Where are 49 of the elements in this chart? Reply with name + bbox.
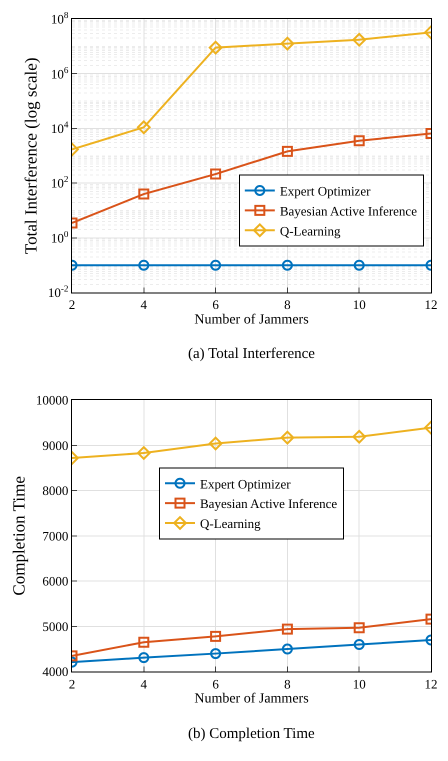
y-tick-label: 8000 xyxy=(42,483,68,498)
x-tick-label: 6 xyxy=(212,676,220,692)
point xyxy=(210,630,222,642)
legend-label: Bayesian Active Inference xyxy=(200,496,338,512)
point xyxy=(210,260,222,271)
y-tick-label: 10000 xyxy=(36,392,68,408)
y-axis-title: Completion Time xyxy=(9,476,28,596)
point xyxy=(282,260,293,271)
y-tick-label: 7000 xyxy=(42,528,68,544)
y-tick-label: 10$^{0}$ xyxy=(50,228,69,246)
legend-label: Q-Learning xyxy=(200,516,262,532)
point xyxy=(280,430,294,444)
y-tick-label: 6000 xyxy=(42,574,68,589)
x-tick-label: 8 xyxy=(284,676,291,692)
x-axis-title: Number of Jammers xyxy=(194,692,309,707)
x-tick-label: 12 xyxy=(424,297,438,312)
point xyxy=(280,36,294,50)
x-tick-label: 10 xyxy=(352,676,366,692)
x-tick-label: 6 xyxy=(212,297,220,312)
legend-label: Expert Optimizer xyxy=(280,184,372,199)
x-tick-label: 4 xyxy=(140,297,148,312)
y-tick-label: 5000 xyxy=(42,618,68,634)
point xyxy=(208,40,222,54)
x-axis-title: Number of Jammers xyxy=(194,312,309,328)
point xyxy=(208,436,222,450)
point xyxy=(282,644,293,655)
x-tick-label: 10 xyxy=(352,297,366,312)
legend-label: Q-Learning xyxy=(280,223,341,238)
y-tick-label: 10$^{6}$ xyxy=(50,64,69,82)
y-tick-label: 4000 xyxy=(42,664,68,680)
x-tick-label: 8 xyxy=(284,297,291,312)
y-tick-label: 10$^{-2}$ xyxy=(48,284,69,300)
point xyxy=(210,168,222,180)
x-tick-label: 12 xyxy=(424,676,438,692)
point xyxy=(282,146,293,157)
x-tick-label: 2 xyxy=(68,297,76,312)
point xyxy=(210,648,222,660)
x-tick-label: 4 xyxy=(140,676,148,692)
y-axis-title: Total Interference (log scale) xyxy=(21,58,40,254)
y-tick-label: 10$^{8}$ xyxy=(50,10,69,27)
text: (b) Completion Time xyxy=(188,726,316,742)
legend-label: Expert Optimizer xyxy=(200,476,292,492)
y-tick-label: 9000 xyxy=(42,438,68,453)
text: (a) Total Interference xyxy=(188,346,316,362)
legend-label: Bayesian Active Inference xyxy=(280,203,418,218)
x-tick-label: 2 xyxy=(68,676,76,692)
point xyxy=(282,624,293,635)
y-tick-label: 10$^{2}$ xyxy=(50,174,69,191)
y-tick-label: 10$^{4}$ xyxy=(50,120,69,136)
